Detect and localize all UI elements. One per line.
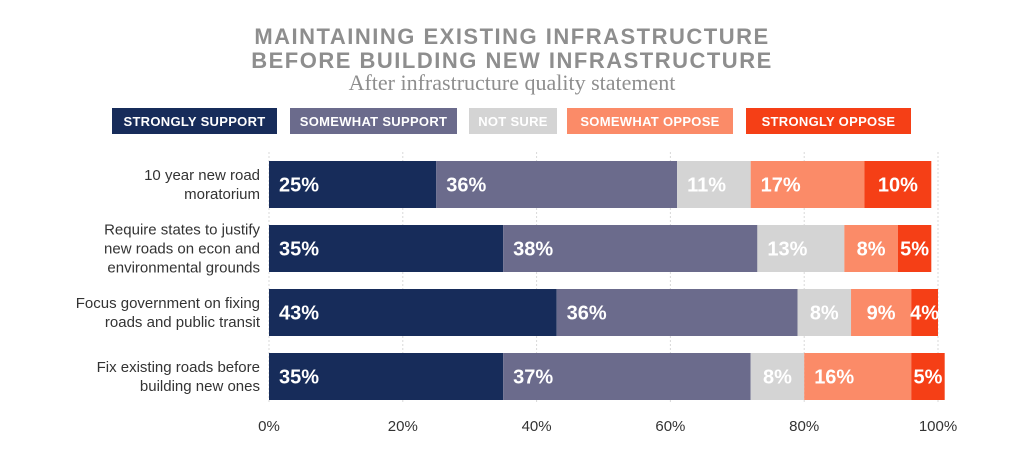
chart-title-line-2: BEFORE BUILDING NEW INFRASTRUCTURE bbox=[251, 48, 773, 73]
category-label: Require states to justify bbox=[104, 222, 260, 239]
bar-segment bbox=[269, 225, 504, 272]
bar-value-label: 36% bbox=[446, 175, 486, 197]
chart-subtitle: After infrastructure quality statement bbox=[348, 70, 676, 95]
bar-value-label: 10% bbox=[878, 175, 918, 197]
bar-segment bbox=[436, 161, 678, 208]
bar-segment bbox=[851, 289, 912, 336]
bar-value-label: 25% bbox=[279, 175, 319, 197]
bar-value-label: 43% bbox=[279, 303, 319, 325]
bar-segment bbox=[750, 161, 865, 208]
bar-segment bbox=[269, 161, 437, 208]
category-label: Focus government on fixing bbox=[76, 295, 260, 312]
bar-value-label: 16% bbox=[814, 367, 854, 389]
x-tick-label: 60% bbox=[655, 418, 685, 435]
bar-value-label: 8% bbox=[810, 303, 839, 325]
bar-segment bbox=[556, 289, 798, 336]
bar-segment bbox=[750, 353, 805, 400]
bar-segment bbox=[269, 289, 557, 336]
bar-segment bbox=[804, 353, 912, 400]
x-tick-label: 20% bbox=[388, 418, 418, 435]
bar-segment bbox=[864, 161, 932, 208]
bar-value-label: 17% bbox=[761, 175, 801, 197]
chart-title-line-1: MAINTAINING EXISTING INFRASTRUCTURE bbox=[254, 24, 770, 49]
legend-not-sure: NOT SURE bbox=[469, 108, 557, 134]
bar-value-label: 11% bbox=[687, 175, 726, 197]
legend-somewhat-oppose: SOMEWHAT OPPOSE bbox=[567, 108, 733, 134]
x-tick-label: 80% bbox=[789, 418, 819, 435]
bar-segment bbox=[503, 225, 758, 272]
bar-value-label: 5% bbox=[900, 239, 929, 261]
bar-value-label: 4% bbox=[910, 303, 939, 325]
category-label: 10 year new road bbox=[144, 167, 260, 184]
bar-segment bbox=[797, 289, 852, 336]
bar-value-label: 38% bbox=[513, 239, 553, 261]
bar-value-label: 35% bbox=[279, 367, 319, 389]
bar-value-label: 37% bbox=[513, 367, 553, 389]
legend-somewhat-support: SOMEWHAT SUPPORT bbox=[290, 108, 457, 134]
bar-segment bbox=[269, 353, 504, 400]
bar-value-label: 36% bbox=[567, 303, 607, 325]
x-tick-label: 100% bbox=[919, 418, 957, 435]
bar-value-label: 35% bbox=[279, 239, 319, 261]
x-tick-label: 0% bbox=[258, 418, 280, 435]
bar-value-label: 5% bbox=[914, 367, 943, 389]
bar-segment bbox=[911, 353, 945, 400]
category-label: moratorium bbox=[184, 186, 260, 203]
category-label: environmental grounds bbox=[107, 260, 260, 277]
category-label: new roads on econ and bbox=[104, 241, 260, 258]
bar-segment bbox=[757, 225, 845, 272]
bar-segment bbox=[911, 289, 938, 336]
bar-segment bbox=[897, 225, 932, 272]
x-tick-label: 40% bbox=[522, 418, 552, 435]
legend-strongly-support: STRONGLY SUPPORT bbox=[112, 108, 277, 134]
bar-value-label: 13% bbox=[767, 239, 807, 261]
bar-value-label: 8% bbox=[763, 367, 792, 389]
bar-segment bbox=[503, 353, 751, 400]
bar-value-label: 8% bbox=[857, 239, 886, 261]
category-label: Fix existing roads before bbox=[97, 359, 260, 376]
bar-segment bbox=[677, 161, 751, 208]
bar-value-label: 9% bbox=[867, 303, 896, 325]
bar-segment bbox=[844, 225, 898, 272]
legend-strongly-oppose: STRONGLY OPPOSE bbox=[746, 108, 911, 134]
category-label: roads and public transit bbox=[105, 314, 261, 331]
category-label: building new ones bbox=[140, 378, 260, 395]
